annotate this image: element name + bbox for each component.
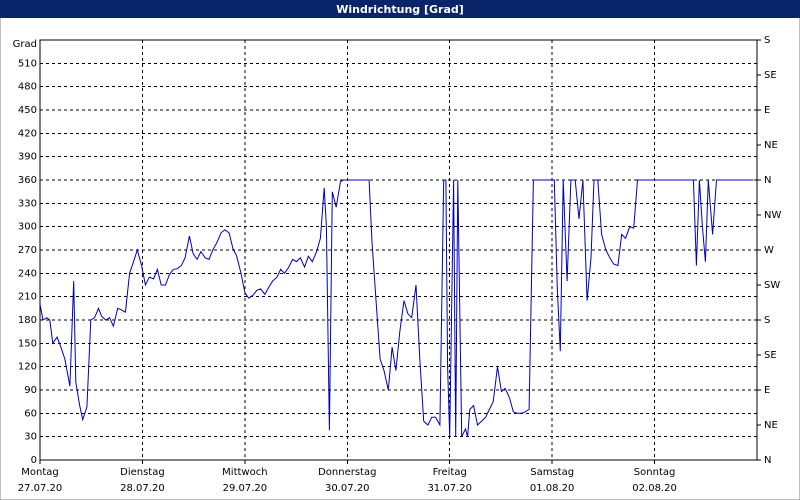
x-tick-date: 28.07.20 xyxy=(120,483,165,494)
y-tick-label: 0 xyxy=(31,455,37,466)
y2-tick-label: SW xyxy=(764,280,780,291)
y-tick-label: 270 xyxy=(18,245,37,256)
y-tick-label: 420 xyxy=(18,128,37,139)
y-tick-label: 510 xyxy=(18,58,37,69)
chart-title: Windrichtung [Grad] xyxy=(336,3,464,16)
y-tick-label: 60 xyxy=(24,408,37,419)
y2-tick-label: S xyxy=(764,35,770,46)
y2-tick-label: SE xyxy=(764,70,777,81)
y-tick-label: 120 xyxy=(18,362,37,373)
y2-tick-label: W xyxy=(764,245,774,256)
title-bar xyxy=(0,0,800,18)
y-tick-label: 30 xyxy=(24,432,37,443)
y-tick-label: 180 xyxy=(18,315,37,326)
y-tick-label: 330 xyxy=(18,198,37,209)
y-tick-label: 390 xyxy=(18,152,37,163)
x-tick-label: Sonntag xyxy=(634,467,676,478)
y2-tick-label: E xyxy=(764,105,770,116)
y2-tick-label: N xyxy=(764,455,771,466)
x-tick-date: 30.07.20 xyxy=(325,483,370,494)
series-line xyxy=(39,179,754,437)
x-tick-label: Montag xyxy=(21,467,58,478)
y2-tick-label: NE xyxy=(764,420,778,431)
x-tick-label: Donnerstag xyxy=(318,467,376,478)
x-tick-date: 01.08.20 xyxy=(530,483,575,494)
y-unit: Grad xyxy=(13,39,37,50)
x-tick-label: Mittwoch xyxy=(222,467,267,478)
y-tick-label: 150 xyxy=(18,338,37,349)
y-tick-label: 450 xyxy=(18,105,37,116)
y2-tick-label: E xyxy=(764,385,770,396)
y-tick-label: 480 xyxy=(18,82,37,93)
y2-tick-label: NE xyxy=(764,140,778,151)
x-tick-date: 02.08.20 xyxy=(632,483,677,494)
x-tick-label: Dienstag xyxy=(120,467,165,478)
x-tick-date: 27.07.20 xyxy=(18,483,63,494)
x-tick-date: 29.07.20 xyxy=(223,483,268,494)
y-tick-label: 300 xyxy=(18,222,37,233)
y2-tick-label: NW xyxy=(764,210,781,221)
y2-tick-label: N xyxy=(764,175,771,186)
y2-tick-label: SE xyxy=(764,350,777,361)
y-tick-label: 240 xyxy=(18,268,37,279)
x-tick-date: 31.07.20 xyxy=(427,483,472,494)
x-tick-label: Freitag xyxy=(433,467,467,478)
y-tick-label: 90 xyxy=(24,385,37,396)
y2-tick-label: S xyxy=(764,315,770,326)
x-tick-label: Samstag xyxy=(530,467,574,478)
y-tick-label: 210 xyxy=(18,292,37,303)
y-tick-label: 360 xyxy=(18,175,37,186)
